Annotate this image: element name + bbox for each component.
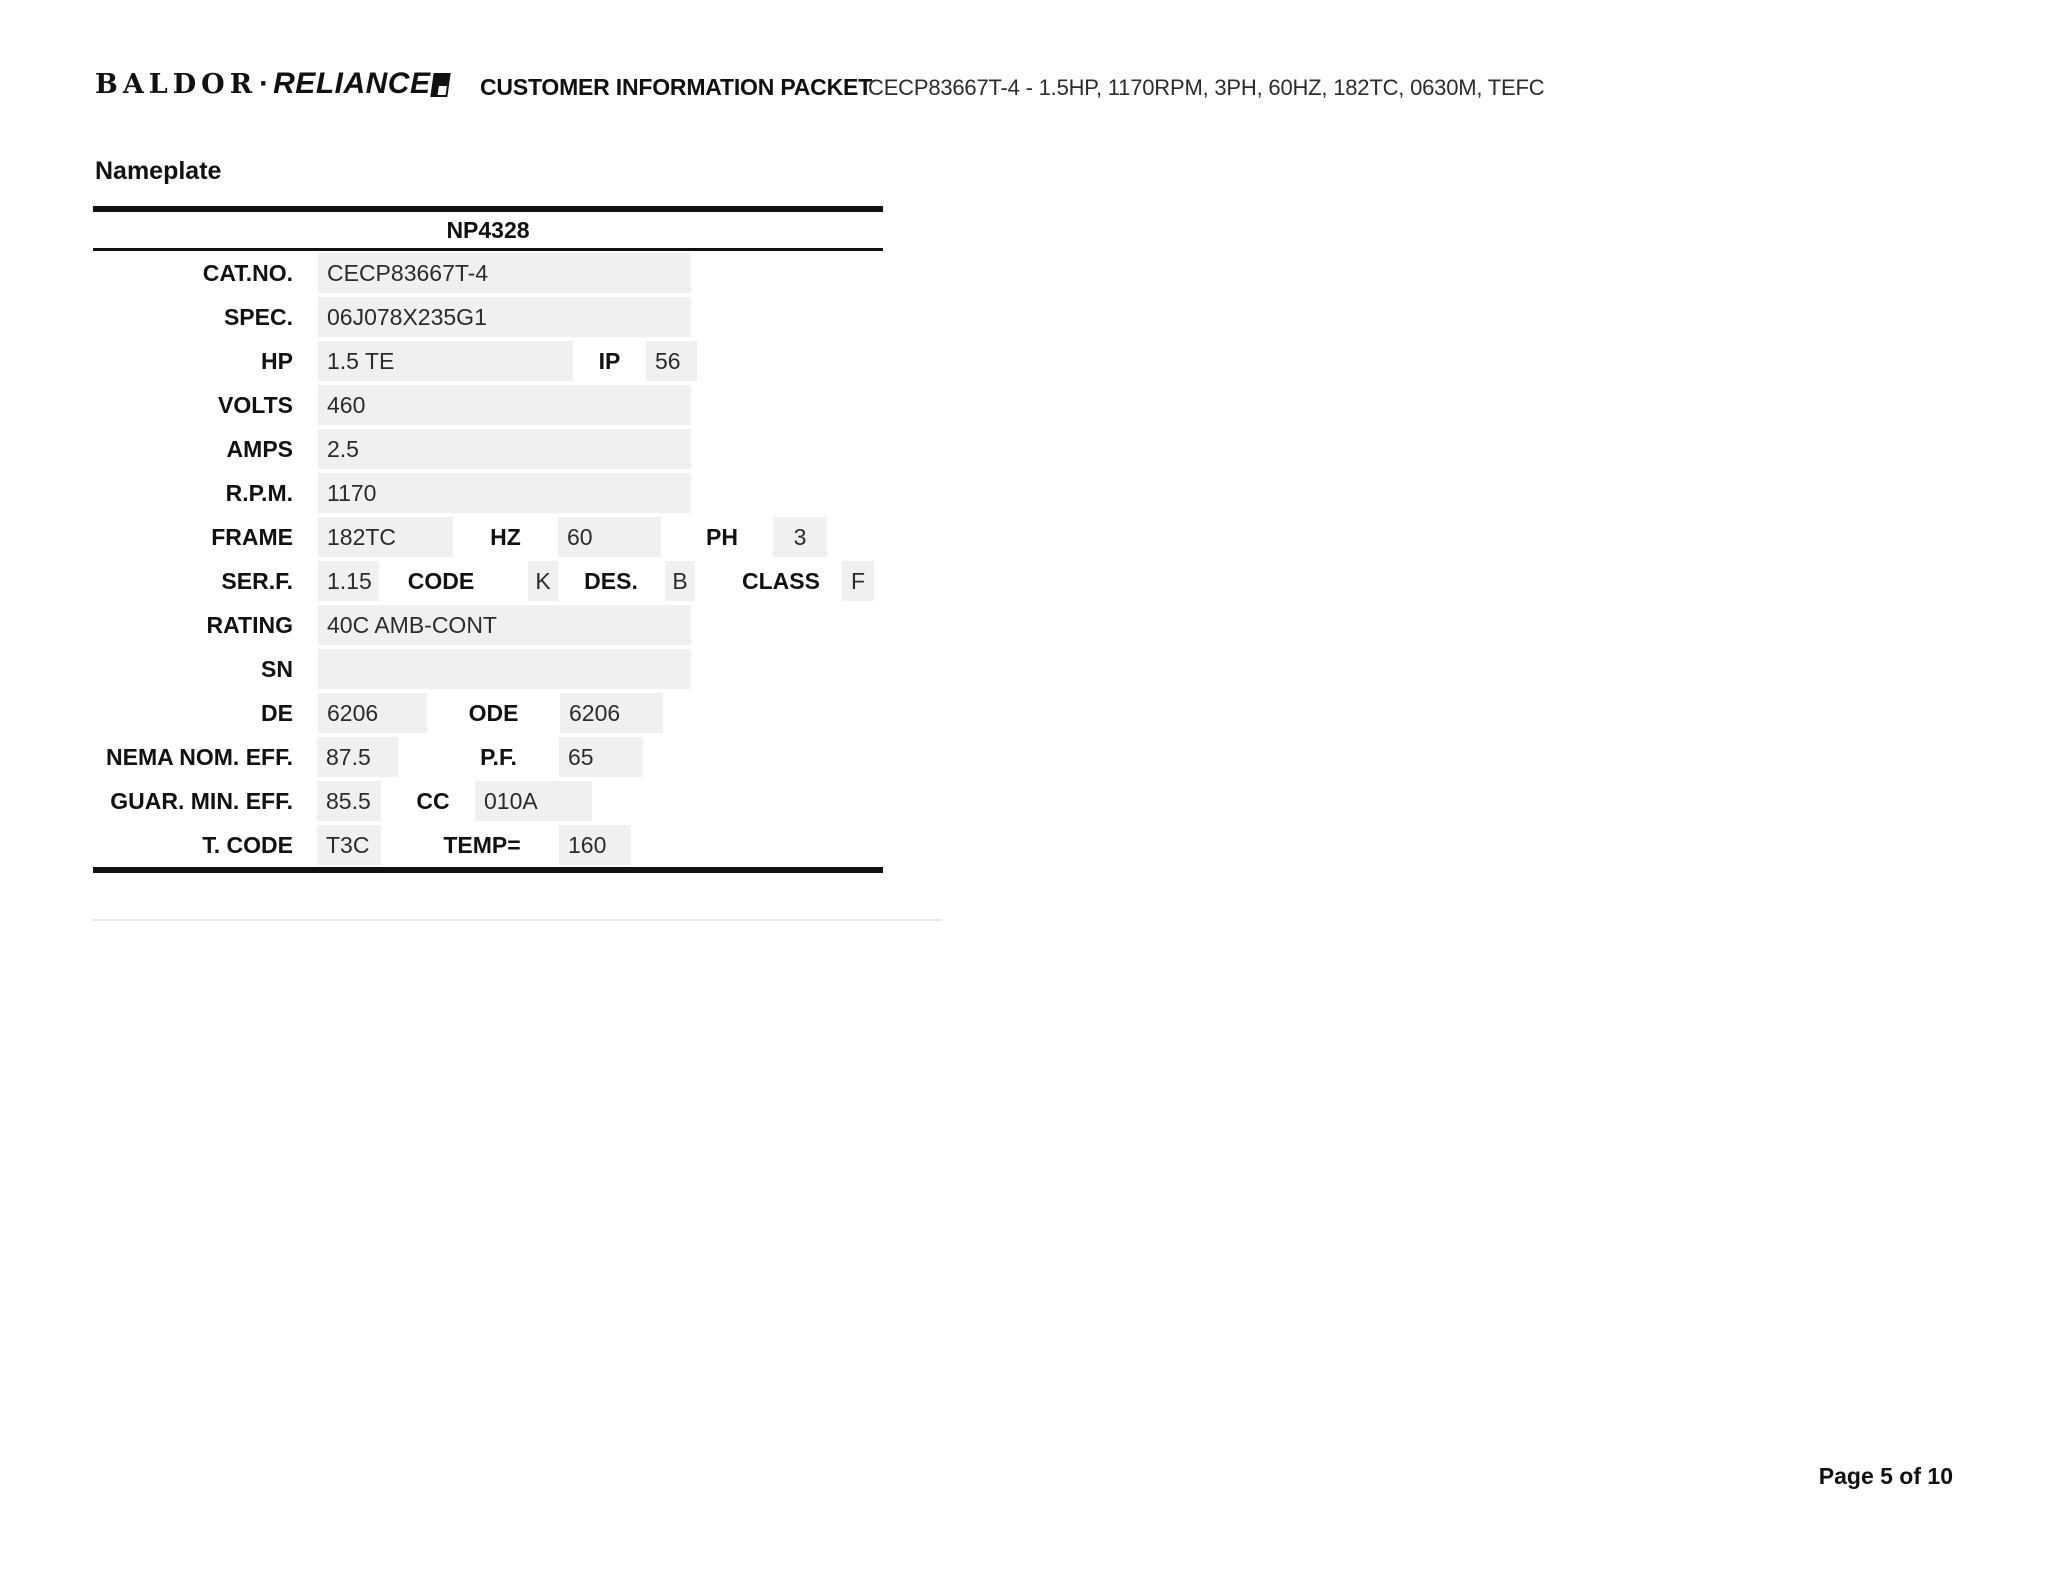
table-row-rpm: R.P.M. 1170 bbox=[93, 471, 883, 515]
row-label: AMPS bbox=[226, 436, 293, 462]
table-top-border bbox=[93, 206, 883, 212]
row-value-code: K bbox=[528, 561, 558, 601]
row-value-hz: 60 bbox=[558, 517, 661, 557]
table-row-nema-eff: NEMA NOM. EFF. 87.5 P.F. 65 bbox=[93, 735, 883, 779]
document-title: CUSTOMER INFORMATION PACKET bbox=[480, 74, 872, 100]
row-label-pf: P.F. bbox=[480, 744, 517, 770]
row-value bbox=[318, 649, 691, 689]
section-title-nameplate: Nameplate bbox=[95, 157, 222, 185]
nameplate-table: NP4328 CAT.NO. CECP83667T-4 SPEC. 06J078… bbox=[93, 206, 883, 873]
row-value-ip: 56 bbox=[646, 341, 697, 381]
table-row-frame: FRAME 182TC HZ 60 PH 3 bbox=[93, 515, 883, 559]
row-value: 06J078X235G1 bbox=[318, 297, 691, 337]
row-label-ph: PH bbox=[706, 524, 738, 550]
row-value-pf: 65 bbox=[559, 737, 643, 777]
row-label-class: CLASS bbox=[742, 568, 820, 594]
row-label: NEMA NOM. EFF. bbox=[106, 744, 293, 770]
document-subtitle: CECP83667T-4 - 1.5HP, 1170RPM, 3PH, 60HZ… bbox=[868, 75, 1545, 100]
row-label-cc: CC bbox=[416, 788, 450, 814]
section-divider-rule bbox=[93, 919, 942, 921]
row-value: 1.5 TE bbox=[318, 341, 573, 381]
table-row-t-code: T. CODE T3C TEMP= 160 bbox=[93, 823, 883, 867]
logo-brand-secondary: RELIANCE bbox=[273, 67, 431, 100]
row-label: R.P.M. bbox=[225, 480, 293, 506]
table-row-spec: SPEC. 06J078X235G1 bbox=[93, 295, 883, 339]
table-row-cat-no: CAT.NO. CECP83667T-4 bbox=[93, 251, 883, 295]
row-value: 1170 bbox=[318, 473, 691, 513]
row-value-ode: 6206 bbox=[560, 693, 663, 733]
row-value: 1.15 bbox=[318, 561, 379, 601]
baldor-reliance-logo: BALDOR · RELIANCE bbox=[95, 66, 452, 102]
table-row-de: DE 6206 ODE 6206 bbox=[93, 691, 883, 735]
row-value: 182TC bbox=[318, 517, 453, 557]
row-value: 460 bbox=[318, 385, 691, 425]
row-label: CAT.NO. bbox=[202, 260, 293, 286]
row-label: GUAR. MIN. EFF. bbox=[110, 788, 293, 814]
row-label-hz: HZ bbox=[490, 524, 521, 550]
row-label: VOLTS bbox=[218, 392, 293, 418]
row-label: SER.F. bbox=[221, 568, 293, 594]
row-label: DE bbox=[261, 700, 293, 726]
table-row-guar-eff: GUAR. MIN. EFF. 85.5 CC 010A bbox=[93, 779, 883, 823]
row-label: SPEC. bbox=[223, 304, 293, 330]
row-value-class: F bbox=[842, 561, 874, 601]
row-value-ph: 3 bbox=[773, 517, 827, 557]
row-label-code: CODE bbox=[407, 568, 475, 594]
table-row-ser-f: SER.F. 1.15 CODE K DES. B CLASS F bbox=[93, 559, 883, 603]
logo-brand-primary: BALDOR bbox=[95, 68, 258, 100]
row-value-temp: 160 bbox=[559, 825, 631, 865]
row-value-cc: 010A bbox=[475, 781, 592, 821]
row-label-ode: ODE bbox=[468, 700, 519, 726]
row-value: 87.5 bbox=[317, 737, 398, 777]
logo-separator-dot: · bbox=[259, 67, 270, 100]
row-value: 85.5 bbox=[317, 781, 381, 821]
row-label-des: DES. bbox=[584, 568, 638, 594]
table-row-sn: SN bbox=[93, 647, 883, 691]
row-value: 40C AMB-CONT bbox=[318, 605, 691, 645]
table-row-hp: HP 1.5 TE IP 56 bbox=[93, 339, 883, 383]
row-value-des: B bbox=[665, 561, 695, 601]
row-value: CECP83667T-4 bbox=[318, 253, 691, 293]
row-value: 6206 bbox=[318, 693, 427, 733]
reliance-trademark-icon bbox=[430, 73, 452, 97]
row-label: HP bbox=[261, 348, 293, 374]
nameplate-number: NP4328 bbox=[93, 212, 883, 251]
table-row-amps: AMPS 2.5 bbox=[93, 427, 883, 471]
table-bottom-border bbox=[93, 867, 883, 873]
page-number: Page 5 of 10 bbox=[1818, 1463, 1953, 1489]
row-label: RATING bbox=[206, 612, 293, 638]
row-label: SN bbox=[261, 656, 293, 682]
row-value: 2.5 bbox=[318, 429, 691, 469]
row-label-ip: IP bbox=[598, 348, 621, 374]
row-label: T. CODE bbox=[202, 832, 293, 858]
row-label: FRAME bbox=[211, 524, 293, 550]
row-value: T3C bbox=[317, 825, 381, 865]
table-row-volts: VOLTS 460 bbox=[93, 383, 883, 427]
table-row-rating: RATING 40C AMB-CONT bbox=[93, 603, 883, 647]
row-label-temp: TEMP= bbox=[443, 832, 521, 858]
